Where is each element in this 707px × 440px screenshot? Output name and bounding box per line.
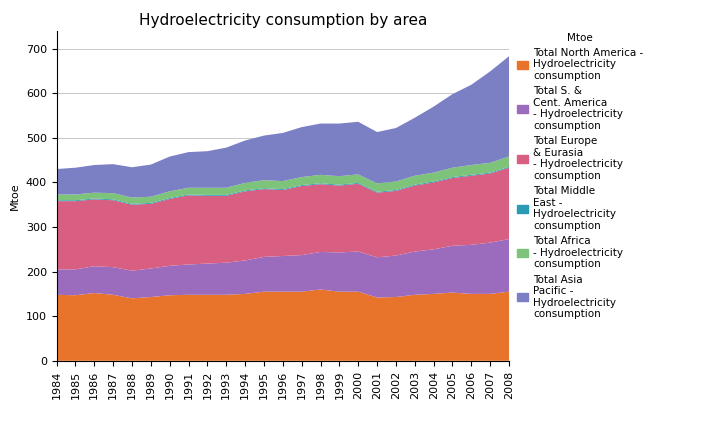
Title: Hydroelectricity consumption by area: Hydroelectricity consumption by area (139, 13, 427, 28)
Legend: Total North America -
Hydroelectricity
consumption, Total S. &
Cent. America
- H: Total North America - Hydroelectricity c… (514, 29, 646, 323)
Y-axis label: Mtoe: Mtoe (10, 182, 21, 209)
